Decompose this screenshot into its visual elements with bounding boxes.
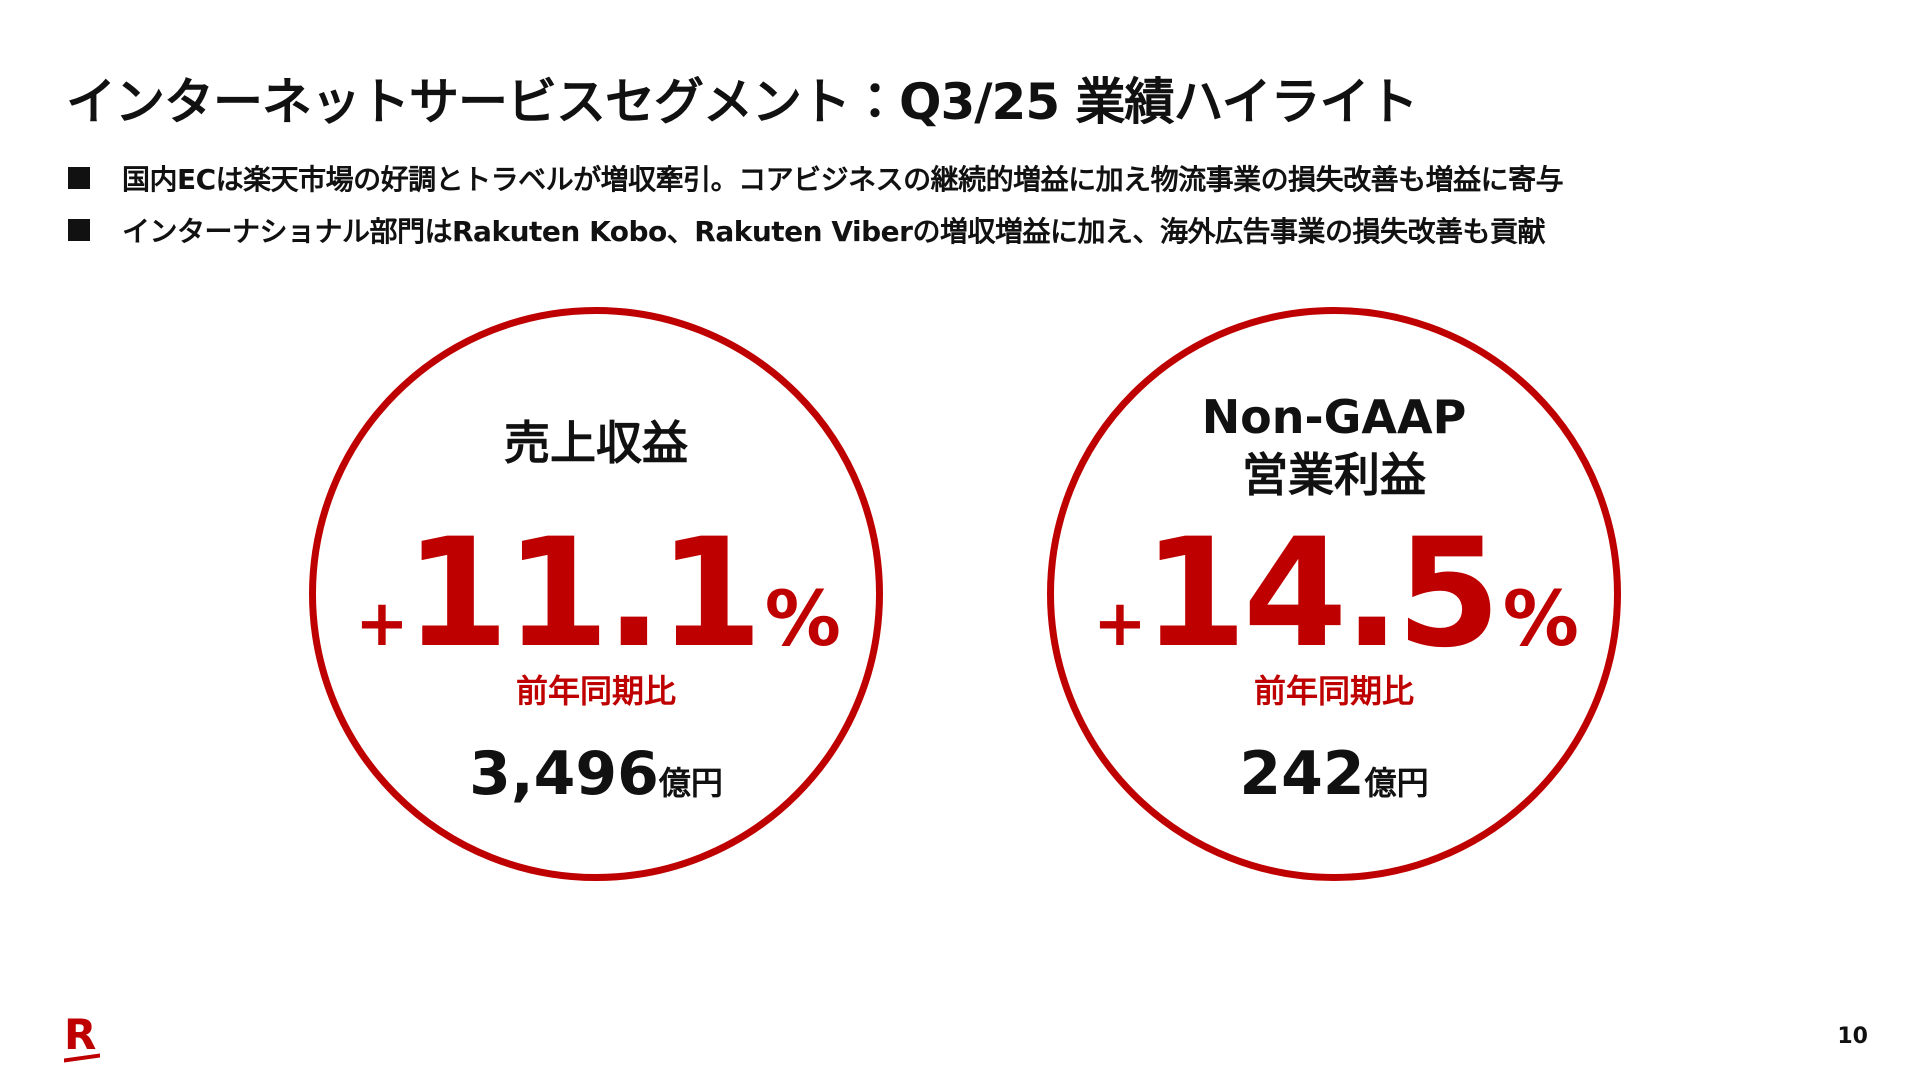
metric-label-line: Non-GAAP — [1201, 390, 1467, 444]
metric-label: Non-GAAP 営業利益 — [1054, 388, 1614, 504]
bullet: 国内ECは楽天市場の好調とトラベルが増収牽引。コアビジネスの継続的増益に加え物流… — [68, 152, 1564, 204]
metric-circle: Non-GAAP 営業利益 +14.5% 前年同期比 242 億円 — [1047, 307, 1621, 881]
metric-circle: 売上収益 +11.1% 前年同期比 3,496 億円 — [309, 307, 883, 881]
amount-unit: 億円 — [1364, 764, 1429, 802]
comparison-label: 前年同期比 — [515, 672, 676, 710]
metric-label: 売上収益 — [316, 414, 876, 472]
growth-sign: + — [355, 587, 409, 661]
bullet-list: 国内ECは楽天市場の好調とトラベルが増収牽引。コアビジネスの継続的増益に加え物流… — [68, 152, 1564, 256]
amount-value: 3,496 — [469, 739, 659, 809]
bullet: インターナショナル部門はRakuten Kobo、Rakuten Viberの増… — [68, 204, 1563, 256]
growth-number: 11.1 — [404, 507, 763, 681]
amount: 3,496 億円 — [316, 739, 876, 809]
growth-sign: + — [1093, 587, 1147, 661]
metric-label-line: 売上収益 — [504, 416, 688, 470]
growth-number: 14.5 — [1142, 507, 1501, 681]
growth-unit: % — [1502, 574, 1579, 663]
comparison-label: 前年同期比 — [1253, 672, 1414, 710]
growth-rate: +14.5% — [1054, 519, 1614, 669]
growth-rate: +11.1% — [316, 519, 876, 669]
amount: 242 億円 — [1054, 739, 1614, 809]
metric-label-line: 営業利益 — [1242, 448, 1426, 502]
amount-unit: 億円 — [658, 764, 723, 802]
slide-title: インターネットサービスセグメント：Q3/25 業績ハイライト — [66, 73, 1419, 131]
growth-unit: % — [764, 574, 841, 663]
amount-value: 242 — [1239, 739, 1365, 809]
logo: R — [64, 1010, 97, 1059]
page-number: 10 — [1837, 1024, 1868, 1049]
